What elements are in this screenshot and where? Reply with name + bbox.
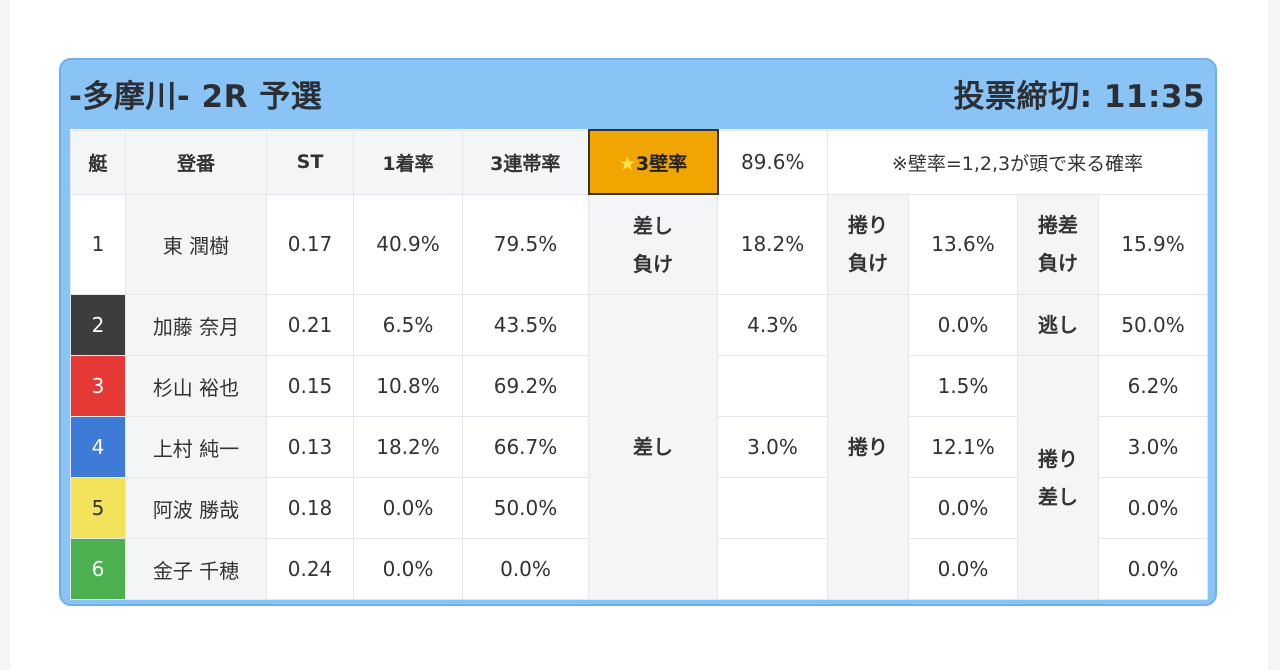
value-makuri-sashi: 0.0% <box>1098 538 1208 600</box>
value-makuri-sashi: 0.0% <box>1098 477 1208 539</box>
col-registration: 登番 <box>125 129 267 195</box>
boat-number: 6 <box>70 538 126 600</box>
header-row: 艇 登番 ST 1着率 3連帯率 ★3壁率 89.6% ※壁率=1,2,3が頭で… <box>70 129 1208 195</box>
racer-top3-rate: 0.0% <box>462 538 589 600</box>
racer-st: 0.15 <box>266 355 354 417</box>
col-boat: 艇 <box>70 129 126 195</box>
race-title: -多摩川- 2R 予選 <box>69 79 323 115</box>
deadline-time: 11:35 <box>1103 79 1205 115</box>
col-st: ST <box>266 129 354 195</box>
col-top3-rate: 3連帯率 <box>462 129 589 195</box>
right-edge <box>1268 0 1280 670</box>
racer-top3-rate: 43.5% <box>462 294 589 356</box>
left-edge <box>0 0 10 670</box>
star-icon: ★ <box>618 152 636 175</box>
value-sashi <box>717 355 828 417</box>
racer-first-rate: 0.0% <box>353 477 463 539</box>
racer-name: 金子 千穂 <box>125 538 267 600</box>
wall-rate-header: ★3壁率 <box>587 129 719 195</box>
vote-deadline: 投票締切: 11:35 <box>954 77 1205 117</box>
racer-name: 阿波 勝哉 <box>125 477 267 539</box>
racer-top3-rate: 66.7% <box>462 416 589 478</box>
racer-st: 0.13 <box>266 416 354 478</box>
value-sashi: 3.0% <box>717 416 828 478</box>
racer-first-rate: 6.5% <box>353 294 463 356</box>
boat-number: 1 <box>70 193 126 295</box>
label-makuri: 捲り <box>827 294 909 600</box>
boat-number: 4 <box>70 416 126 478</box>
racer-top3-rate: 79.5% <box>462 193 589 295</box>
value-makuri-sashi: 3.0% <box>1098 416 1208 478</box>
race-card: -多摩川- 2R 予選 投票締切: 11:35 艇 登番 ST 1着率 3連帯率… <box>59 58 1217 606</box>
racer-top3-rate: 50.0% <box>462 477 589 539</box>
col-first-rate: 1着率 <box>353 129 463 195</box>
value-makuri: 0.0% <box>908 538 1018 600</box>
value-nigashi: 50.0% <box>1098 294 1208 356</box>
racer-st: 0.18 <box>266 477 354 539</box>
label-makuri-make: 捲り 負け <box>827 193 909 295</box>
label-sashi-make: 差し 負け <box>588 193 718 295</box>
deadline-label: 投票締切: <box>953 79 1093 115</box>
value-makuri: 0.0% <box>908 294 1018 356</box>
boat-number: 2 <box>70 294 126 356</box>
racer-top3-rate: 69.2% <box>462 355 589 417</box>
racer-st: 0.21 <box>266 294 354 356</box>
racer-first-rate: 0.0% <box>353 538 463 600</box>
table-row: 5 阿波 勝哉 0.18 0.0% 50.0% 0.0% 0.0% <box>70 477 1208 539</box>
racer-first-rate: 40.9% <box>353 193 463 295</box>
wall-rate-label: 3壁率 <box>635 152 688 175</box>
racer-name: 上村 純一 <box>125 416 267 478</box>
value-sashi-make: 18.2% <box>717 193 828 295</box>
value-sashi: 4.3% <box>717 294 828 356</box>
value-sashi <box>717 477 828 539</box>
racer-name: 東 潤樹 <box>125 193 267 295</box>
racer-st: 0.17 <box>266 193 354 295</box>
boat-number: 5 <box>70 477 126 539</box>
table-row: 2 加藤 奈月 0.21 6.5% 43.5% 差し 4.3% 捲り 0.0% … <box>70 294 1208 600</box>
table-row: 3 杉山 裕也 0.15 10.8% 69.2% 1.5% 捲り 差し 6.2% <box>70 355 1208 600</box>
label-makuri-sashi: 捲り 差し <box>1017 355 1099 600</box>
value-makuri-sashi: 6.2% <box>1098 355 1208 417</box>
racer-first-rate: 18.2% <box>353 416 463 478</box>
value-makuri: 12.1% <box>908 416 1018 478</box>
value-makurizashi-make: 15.9% <box>1098 193 1208 295</box>
table-row: 1 東 潤樹 0.17 40.9% 79.5% 差し 負け 18.2% 捲り 負け … <box>70 193 1208 295</box>
table-row: 6 金子 千穂 0.24 0.0% 0.0% 0.0% 0.0% <box>70 538 1208 600</box>
boat-number: 3 <box>70 355 126 417</box>
label-sashi: 差し <box>588 294 718 600</box>
value-makuri: 1.5% <box>908 355 1018 417</box>
racer-first-rate: 10.8% <box>353 355 463 417</box>
racer-st: 0.24 <box>266 538 354 600</box>
racer-name: 加藤 奈月 <box>125 294 267 356</box>
racer-table: 艇 登番 ST 1着率 3連帯率 ★3壁率 89.6% ※壁率=1,2,3が頭で… <box>70 129 1208 600</box>
wall-rate-note: ※壁率=1,2,3が頭で来る確率 <box>827 129 1208 195</box>
wall-rate-value: 89.6% <box>717 129 828 195</box>
value-makuri: 0.0% <box>908 477 1018 539</box>
racer-name: 杉山 裕也 <box>125 355 267 417</box>
label-nigashi: 逃し <box>1017 294 1099 356</box>
value-makuri-make: 13.6% <box>908 193 1018 295</box>
label-makurizashi-make: 捲差 負け <box>1017 193 1099 295</box>
value-sashi <box>717 538 828 600</box>
